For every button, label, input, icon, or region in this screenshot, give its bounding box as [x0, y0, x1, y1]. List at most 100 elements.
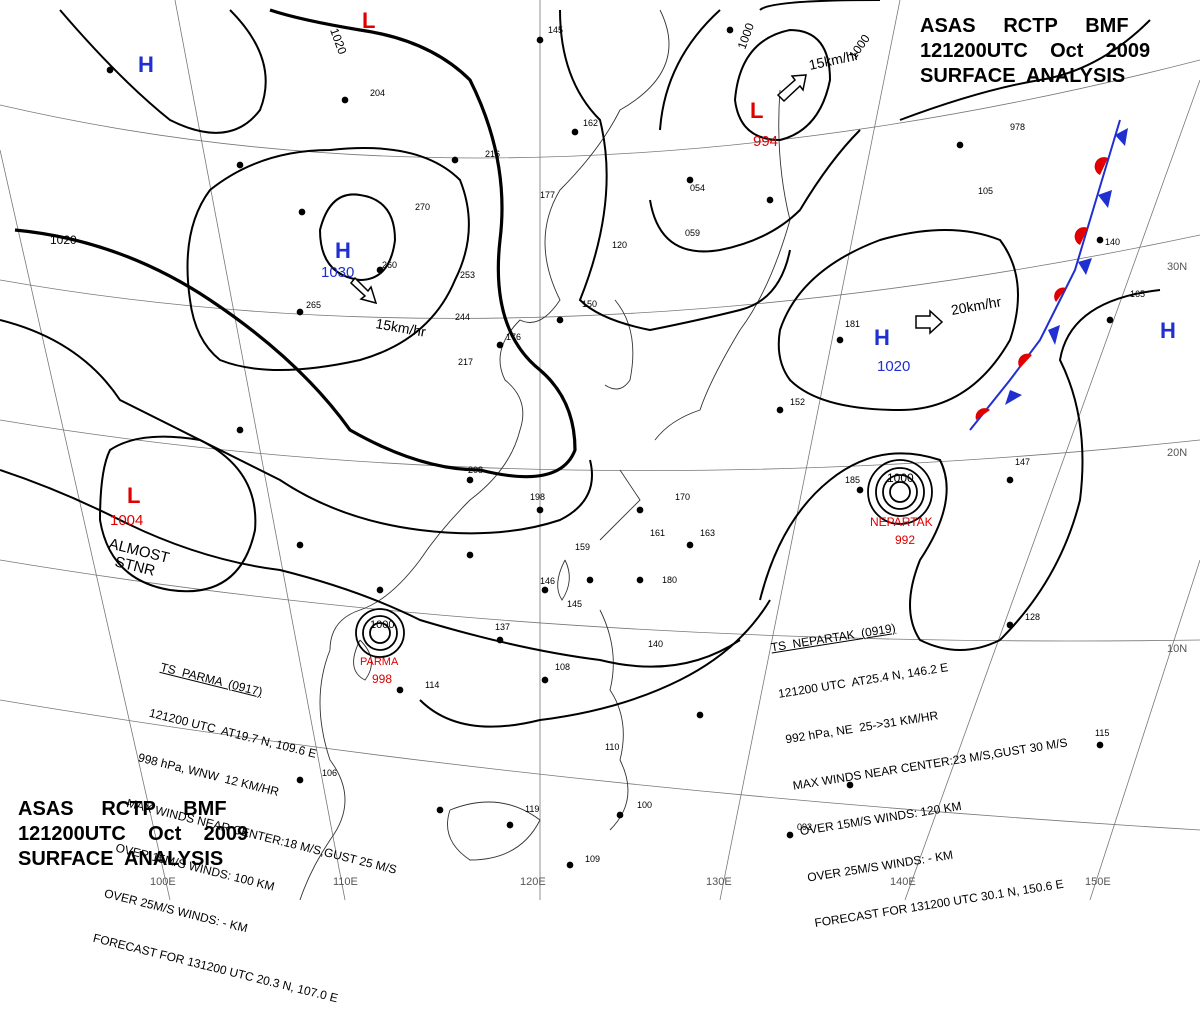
typhoon-parma-rings: [355, 608, 405, 658]
graticule-labels: 100E 110E 120E 130E 140E 150E 30N 20N 10…: [150, 261, 1187, 888]
parallel-0n: [0, 699, 1200, 831]
lon-label: 110E: [333, 876, 358, 888]
isobar-tibet-low: [98, 435, 257, 593]
bulletin-line: 121200 UTC AT25.4 N, 146.2 E: [777, 659, 950, 701]
low-center-l: L: [750, 98, 763, 123]
bulletin-line: OVER 15M/S WINDS: 120 KM: [798, 798, 963, 839]
station-value: 054: [690, 183, 705, 193]
isobar-label: 1020: [50, 233, 77, 247]
isobar-japan-low-3: [759, 0, 881, 11]
station-value: 978: [1010, 122, 1025, 132]
coast-indochina: [299, 649, 346, 900]
storm-isobar-label: 1000: [887, 471, 914, 485]
storm-isobar-label: 1000: [370, 619, 394, 631]
station-value: 216: [485, 149, 500, 159]
station-value: 100: [637, 800, 652, 810]
station-value: 244: [455, 312, 470, 322]
arrow-pacific-high: [915, 309, 944, 335]
isobar-central: [0, 319, 593, 535]
parallel-10n: [0, 559, 1200, 642]
title-line3: SURFACE ANALYSIS: [920, 65, 1126, 87]
station-markers: [106, 26, 1114, 869]
coast-philippines: [599, 609, 629, 831]
front-semicircles: [975, 157, 1108, 420]
coast-hainan: [353, 639, 372, 681]
station-value: 177: [540, 190, 555, 200]
pressure-value: 1020: [877, 358, 910, 375]
station-value: 208: [468, 465, 483, 475]
storm-labels: 1000 NEPARTAK 992 1000 PARMA 998: [360, 471, 933, 686]
station-value: 204: [370, 88, 385, 98]
station-value: 253: [460, 270, 475, 280]
isobar-scs: [419, 599, 771, 728]
coastlines: [299, 9, 791, 900]
station-value: 270: [415, 202, 430, 212]
isobar-typhoon-outer: [759, 452, 1001, 651]
coast-ryukyu: [599, 469, 641, 541]
lon-label: 140E: [890, 876, 916, 888]
station-value: 161: [650, 528, 665, 538]
high-center-h: H: [1160, 318, 1176, 343]
map-title-top: ASAS RCTP BMF 121200UTC Oct 2009 SURFACE…: [920, 14, 1150, 89]
isobar-mongolia-ring: [318, 193, 397, 282]
typhoon-nepartak-rings: [867, 459, 933, 525]
meridian-130e: [719, 0, 901, 900]
title-line2: 121200UTC Oct 2009: [18, 823, 249, 845]
bulletin-line: 992 hPa, NE 25->31 KM/HR: [784, 708, 940, 747]
station-value: 137: [495, 622, 510, 632]
meridian-100e: [0, 149, 171, 900]
station-value: 105: [978, 186, 993, 196]
coast-korea: [604, 299, 634, 390]
parallel-40n: [0, 59, 1200, 159]
isobar-1020-main: [14, 8, 577, 479]
station-value: 106: [322, 768, 337, 778]
meridian-140e: [904, 79, 1200, 900]
pressure-value: 994: [753, 133, 778, 150]
station-value: 260: [382, 260, 397, 270]
parallel-30n: [0, 234, 1200, 319]
station-value: 180: [662, 575, 677, 585]
high-center-h: H: [335, 238, 351, 263]
station-value: 128: [1025, 612, 1040, 622]
isobar-japan-low-1: [733, 28, 832, 142]
lon-label: 150E: [1085, 876, 1111, 888]
station-value: 145: [567, 599, 582, 609]
pressure-value: 1004: [110, 512, 143, 529]
isobar-mongolia-outer: [186, 147, 470, 371]
station-value: 147: [1015, 457, 1030, 467]
coast-taiwan: [557, 559, 570, 601]
station-value: 165: [1130, 289, 1145, 299]
station-value: 185: [845, 475, 860, 485]
station-value: 265: [306, 300, 321, 310]
title-line2: 121200UTC Oct 2009: [920, 40, 1151, 62]
bulletin-line: TS NEPARTAK (0919): [769, 620, 897, 655]
graticule: [0, 0, 1200, 900]
coast-china: [329, 9, 670, 651]
arrow-japan-low: [776, 74, 807, 103]
isobar-ridge: [559, 9, 791, 332]
storm-pressure-parma: 998: [372, 672, 392, 686]
station-value: 108: [555, 662, 570, 672]
weather-map: 145 162 216 204 270 260 253 244 217 265 …: [0, 0, 1200, 900]
lon-label: 130E: [706, 876, 732, 888]
title-line3: SURFACE ANALYSIS: [18, 848, 224, 870]
high-center-h: H: [138, 52, 154, 77]
storm-pressure-nepartak: 992: [895, 533, 915, 547]
low-center-l: L: [127, 483, 140, 508]
front-triangles: [1005, 128, 1128, 405]
station-value: 110: [605, 742, 619, 752]
bulletin-line: FORECAST FOR 131200 UTC 30.1 N, 150.6 E: [813, 876, 1065, 931]
coast-japan: [654, 89, 791, 441]
station-value: 170: [675, 492, 690, 502]
lat-label: 20N: [1167, 447, 1187, 459]
station-value: 109: [585, 854, 600, 864]
storm-name-nepartak: NEPARTAK: [870, 515, 933, 529]
stationary-front: [969, 119, 1128, 431]
station-value: 159: [575, 542, 590, 552]
map-title-bottom: ASAS RCTP BMF 121200UTC Oct 2009 SURFACE…: [18, 797, 248, 872]
lat-label: 10N: [1167, 643, 1187, 655]
bulletin-line: OVER 25M/S WINDS: - KM: [806, 847, 954, 885]
pressure-value: 1030: [321, 264, 354, 281]
lat-label: 30N: [1167, 261, 1187, 273]
title-line1: ASAS RCTP BMF: [18, 798, 227, 820]
